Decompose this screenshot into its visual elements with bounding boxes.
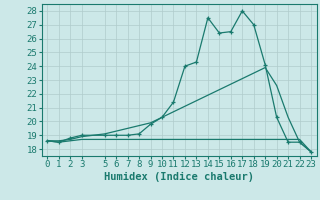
X-axis label: Humidex (Indice chaleur): Humidex (Indice chaleur) — [104, 172, 254, 182]
